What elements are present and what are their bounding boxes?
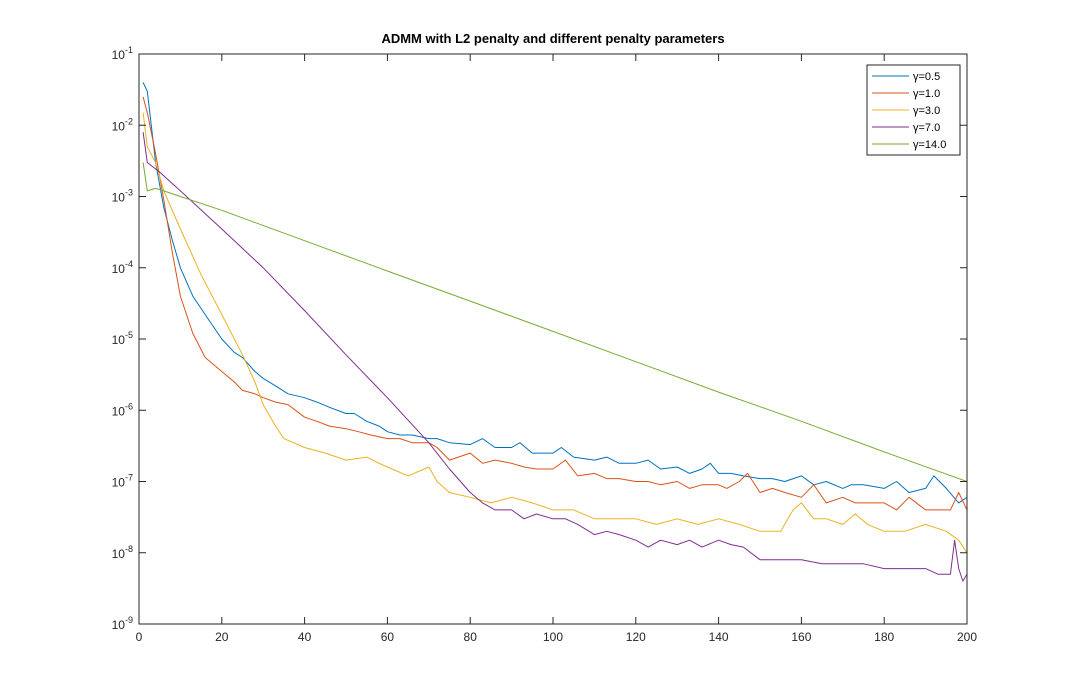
series-line-1 [142, 96, 967, 511]
x-tick-label: 40 [298, 630, 312, 644]
x-tick-label: 160 [791, 630, 811, 644]
legend: γ=0.5 γ=1.0 γ=3.0 γ=7.0 γ=14.0 [866, 64, 961, 156]
x-tick-label: 80 [464, 630, 478, 644]
x-tick-label: 60 [381, 630, 395, 644]
x-tick-label: 100 [543, 630, 563, 644]
y-tick-label: 10-3 [112, 188, 133, 205]
y-tick-label: 10-9 [112, 615, 133, 632]
plot-background [139, 54, 967, 624]
y-tick-label: 10-1 [112, 45, 133, 62]
y-tick-label: 10-8 [112, 544, 133, 561]
x-tick-label: 140 [709, 630, 729, 644]
plot-area: 0 20 40 60 80 100 120 140 160 180 200 10-9 10-8 10-7 1… [112, 45, 978, 644]
legend-label: γ=7.0 [913, 122, 940, 134]
series-line-0 [142, 82, 967, 504]
series-lines [142, 82, 967, 582]
x-tick-label: 120 [626, 630, 646, 644]
x-tick-label: 200 [957, 630, 977, 644]
y-tick-label: 10-7 [112, 473, 133, 490]
y-tick-label: 10-2 [112, 116, 133, 133]
y-tick-label: 10-5 [112, 330, 133, 347]
series-line-2 [142, 112, 967, 554]
x-tick-label: 20 [215, 630, 229, 644]
y-tick-label: 10-6 [112, 401, 133, 418]
legend-label: γ=14.0 [913, 139, 946, 151]
x-tick-label: 180 [874, 630, 894, 644]
x-tick-label: 0 [136, 630, 143, 644]
legend-label: γ=0.5 [913, 71, 940, 83]
series-line-4 [142, 162, 967, 482]
legend-label: γ=3.0 [913, 105, 940, 117]
y-tick-label: 10-4 [112, 259, 133, 276]
chart-title: ADMM with L2 penalty and different penal… [381, 31, 724, 46]
series-line-3 [142, 132, 967, 582]
legend-label: γ=1.0 [913, 88, 940, 100]
